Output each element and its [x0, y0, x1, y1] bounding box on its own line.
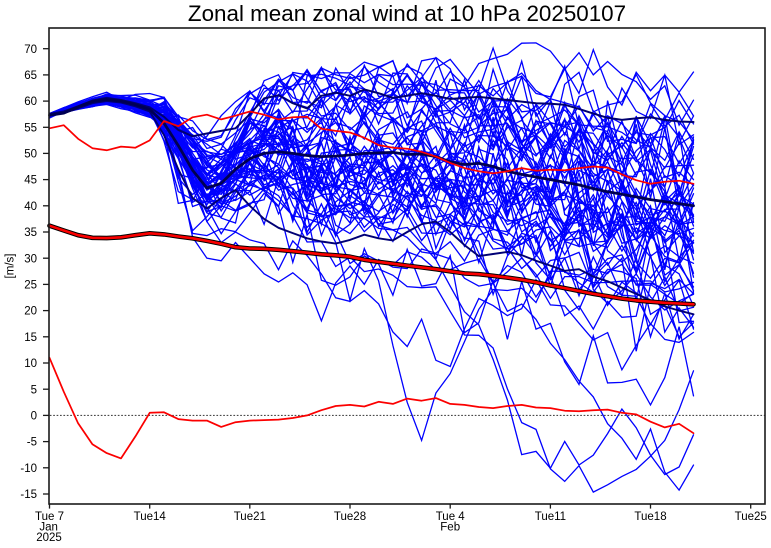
svg-text:Tue28: Tue28 [334, 511, 366, 523]
svg-text:Jan: Jan [39, 521, 58, 533]
svg-text:Tue 4: Tue 4 [436, 511, 466, 523]
svg-text:60: 60 [24, 96, 37, 108]
svg-text:55: 55 [24, 122, 37, 134]
svg-text:50: 50 [24, 149, 37, 161]
svg-text:10: 10 [24, 358, 37, 370]
svg-text:Tue25: Tue25 [735, 511, 767, 523]
svg-text:-15: -15 [20, 489, 37, 501]
svg-text:Tue14: Tue14 [134, 511, 167, 523]
svg-text:20: 20 [24, 306, 37, 318]
svg-text:Zonal mean zonal wind at 10 hP: Zonal mean zonal wind at 10 hPa 20250107 [188, 1, 626, 26]
svg-text:30: 30 [24, 253, 37, 265]
svg-text:45: 45 [24, 175, 37, 187]
svg-text:65: 65 [24, 70, 37, 82]
svg-text:Tue 7: Tue 7 [35, 511, 64, 523]
svg-text:Tue21: Tue21 [234, 511, 266, 523]
svg-text:Feb: Feb [440, 521, 460, 533]
svg-text:70: 70 [24, 44, 37, 56]
svg-text:15: 15 [24, 332, 37, 344]
svg-text:0: 0 [31, 411, 37, 423]
svg-text:25: 25 [24, 280, 37, 292]
svg-text:2025: 2025 [36, 532, 62, 544]
svg-text:-10: -10 [20, 463, 37, 475]
svg-text:40: 40 [24, 201, 37, 213]
svg-text:5: 5 [31, 384, 37, 396]
svg-text:Tue18: Tue18 [634, 511, 666, 523]
svg-text:35: 35 [24, 227, 37, 239]
svg-text:Tue11: Tue11 [535, 511, 566, 523]
svg-text:-5: -5 [27, 437, 37, 449]
svg-text:[m/s]: [m/s] [5, 254, 17, 279]
